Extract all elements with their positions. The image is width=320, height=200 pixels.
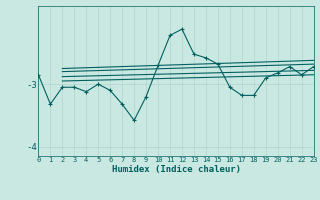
X-axis label: Humidex (Indice chaleur): Humidex (Indice chaleur): [111, 165, 241, 174]
